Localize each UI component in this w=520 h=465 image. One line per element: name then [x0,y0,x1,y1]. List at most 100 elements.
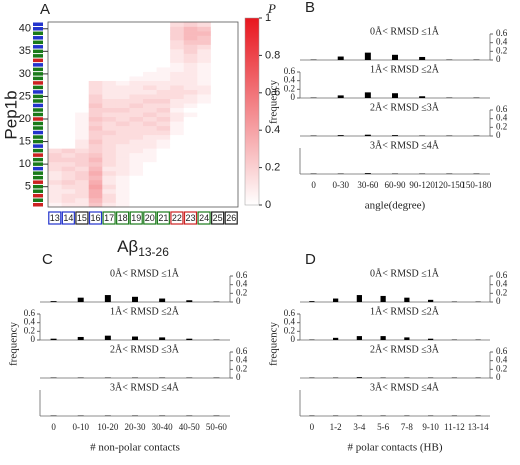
heatmap-cell [115,139,130,145]
heatmap-cell [156,98,171,104]
x-tick-label: 14 [63,213,73,223]
heatmap-cell [115,130,130,136]
heatmap-cell [170,26,185,32]
heatmap-cell [143,125,157,131]
heatmap-cell [129,76,144,81]
heatmap-cell [156,202,171,208]
bar [159,337,166,340]
heatmap-cell [88,80,103,86]
y-tick-label: 0.2 [496,121,507,131]
heatmap-cell [170,49,185,54]
heatmap-cell [115,53,130,59]
heatmap-cell [129,166,144,172]
x-tick-label: 13 [50,213,60,223]
heatmap-cell [75,49,90,54]
heatmap-cell [115,125,130,131]
heatmap-cell [197,22,212,27]
heatmap-cell [183,125,198,131]
x-axis-label-subscript: 13-26 [138,245,169,259]
heatmap-cell [115,31,130,36]
heatmap-cell [129,130,144,136]
heatmap-cell [224,26,239,32]
heatmap-cell [75,35,90,41]
heatmap-cell [48,170,62,176]
heatmap-cell [61,161,76,167]
heatmap-cell [48,67,62,72]
heatmap-cell [224,179,239,185]
heatmap-cell [129,197,144,203]
heatmap-cell [170,44,185,50]
heatmap-cell [156,49,171,54]
heatmap-cell [88,58,103,63]
heatmap-cell [61,35,76,41]
heatmap-cell [115,107,130,113]
heatmap-cell [102,67,117,72]
y-tick-label: 0 [236,372,241,382]
heatmap-cell [183,170,198,176]
heatmap-cell [210,49,225,54]
heatmap-cell [88,139,103,145]
heatmap-cell [61,175,76,181]
heatmap-cell [102,112,117,118]
residue-box [197,211,211,225]
x-tick-label: 0-30 [332,180,349,190]
x-axis-label: angle(degree) [365,200,426,212]
heatmap-cell [48,161,62,167]
heatmap-cell [210,134,225,140]
heatmap-cell [88,157,103,163]
heatmap-cell [129,170,144,176]
y-tick-label: 0.6 [284,66,296,76]
bar [364,52,371,60]
heatmap-cell [143,89,157,95]
heatmap-cell [170,170,185,176]
heatmap-cell [224,193,239,199]
x-tick-label: 60-90 [385,180,406,190]
heatmap-cell [48,125,62,131]
heatmap-cell [61,121,76,127]
heatmap-cell [129,62,144,68]
heatmap-cell [102,157,117,163]
heatmap-cell [48,107,62,113]
heatmap-cell [197,193,212,199]
panel-label: B [305,0,315,16]
bar [104,295,111,302]
residue-strip [33,40,43,45]
y-tick-label: 0.6 [496,270,508,280]
heatmap-cell [48,80,62,86]
residue-strip [33,171,43,175]
heatmap-cell [156,130,171,136]
colorbar-tick-label: 1 [265,12,271,24]
bar [404,337,410,340]
heatmap-cell [102,116,117,122]
heatmap-cell [75,125,90,131]
heatmap-cell [183,202,198,208]
annotation: 2Å< RMSD ≤3Å [110,343,180,355]
heatmap-cell [170,98,185,104]
heatmap-cell [143,44,157,50]
residue-strip [33,202,43,207]
bar [428,338,434,340]
residue-strip [33,184,43,189]
heatmap-cell [156,94,171,100]
heatmap-cell [183,184,198,190]
heatmap-cell [75,89,90,95]
heatmap-cell [170,202,185,208]
heatmap-cell [48,197,62,203]
x-tick-label: 3-4 [353,422,365,432]
heatmap-cell [102,53,117,59]
heatmap-cell [197,94,212,100]
heatmap-cell [75,197,90,203]
heatmap-cell [48,44,62,50]
heatmap-cell [197,121,212,127]
heatmap-cell [210,197,225,203]
y-tick-label: 0.4 [284,317,296,327]
heatmap-cell [224,107,239,113]
heatmap-cell [75,58,90,63]
heatmap-cell [210,35,225,41]
heatmap-cell [197,89,212,95]
bar [380,336,386,340]
heatmap-cell [75,148,90,154]
heatmap-cell [61,94,76,100]
heatmap-cell [170,107,185,113]
heatmap-cell [75,103,90,109]
